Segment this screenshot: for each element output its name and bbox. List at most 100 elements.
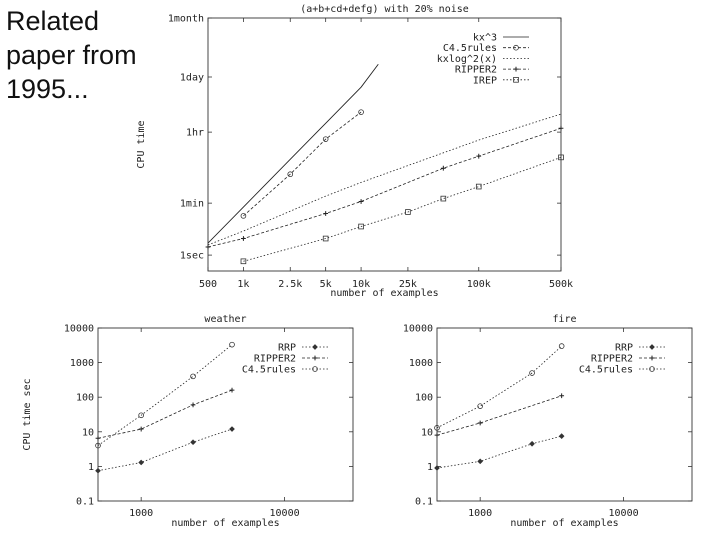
data-point (240, 213, 247, 219)
legend-label: RRP (278, 343, 296, 354)
legend-marker (649, 366, 655, 372)
series-line-rrp (98, 428, 233, 472)
x-tick-label: 5k (320, 279, 332, 290)
legend-label: RIPPER2 (455, 65, 497, 76)
y-tick-label: 10 (421, 427, 433, 438)
data-point (95, 442, 101, 449)
chart-title: (a+b+cd+defg) with 20% noise (300, 4, 469, 15)
data-point (558, 343, 565, 349)
caption-line-2: paper from (6, 40, 137, 70)
data-point (358, 199, 364, 204)
series-line-rrp (437, 435, 562, 469)
data-point (477, 420, 483, 426)
data-point (558, 433, 565, 439)
data-point (477, 403, 483, 409)
y-axis-label: CPU time (136, 120, 147, 168)
x-axis-label: number of examples (171, 518, 279, 529)
plot-frame-1 (207, 17, 562, 272)
legend-label: IREP (473, 75, 497, 86)
series-line-kx-3 (208, 63, 379, 244)
legend-marker (513, 66, 519, 72)
caption-line-1: Related (6, 6, 100, 36)
data-point (322, 136, 329, 142)
series-line-c4-5rules (243, 111, 362, 217)
legend-marker (513, 77, 519, 83)
data-point (559, 393, 565, 399)
data-point (440, 165, 446, 171)
y-tick-label: 0.1 (76, 497, 94, 508)
x-axis-label: number of examples (330, 288, 438, 299)
data-point (205, 244, 211, 250)
data-point (138, 426, 144, 432)
data-point (323, 211, 329, 216)
chart-title: fire (552, 314, 576, 325)
data-point (434, 432, 440, 438)
data-point (476, 153, 482, 159)
y-tick-label: 1hr (186, 128, 204, 139)
series-line-ripper2 (98, 389, 233, 439)
legend-marker (513, 44, 519, 51)
y-tick-label: 1month (168, 14, 204, 25)
data-point (529, 370, 535, 376)
legend-label: RIPPER2 (591, 354, 633, 365)
series-line-ripper2 (437, 395, 562, 436)
series-line-c4-5rules (437, 345, 562, 429)
x-tick-label: 1000 (129, 508, 153, 519)
series-line-c4-5rules (98, 344, 233, 446)
y-tick-label: 1day (180, 72, 204, 83)
y-tick-label: 10 (82, 427, 94, 438)
y-tick-label: 10000 (64, 324, 94, 335)
data-point (229, 426, 235, 432)
plot-frame-3 (436, 327, 693, 502)
legend-label: C4.5rules (242, 365, 296, 376)
data-point (558, 125, 564, 131)
y-tick-label: 1 (88, 462, 94, 473)
x-tick-label: 25k (399, 279, 417, 290)
data-point (529, 440, 535, 447)
data-point (477, 458, 483, 465)
x-tick-label: 500 (199, 279, 217, 290)
y-tick-label: 1 (427, 462, 433, 473)
data-point (358, 223, 364, 230)
data-point (190, 439, 196, 446)
caption-line-3: 1995... (6, 74, 89, 104)
chart-title: weather (204, 314, 246, 325)
data-point (287, 171, 294, 178)
x-tick-label: 10000 (609, 508, 639, 519)
legend-marker (649, 344, 655, 350)
data-point (95, 435, 101, 441)
legend-marker (312, 344, 318, 350)
slide-caption: Related paper from 1995... (6, 4, 137, 106)
x-tick-label: 100k (467, 279, 491, 290)
series-line-ripper2 (208, 127, 561, 248)
legend-label: RIPPER2 (254, 354, 296, 365)
y-axis-label: CPU time sec (22, 378, 33, 450)
plot-frame-2 (97, 327, 354, 502)
data-point (434, 425, 440, 431)
data-point (241, 236, 246, 241)
data-point (190, 373, 196, 380)
series-line-irep (243, 156, 561, 262)
legend-marker (312, 366, 318, 372)
data-point (229, 341, 235, 348)
data-point (138, 459, 144, 466)
data-point (434, 465, 440, 471)
data-point (558, 154, 564, 161)
y-tick-label: 0.1 (415, 497, 433, 508)
data-point (138, 412, 144, 419)
y-tick-label: 10000 (403, 324, 433, 335)
data-point (190, 402, 196, 408)
legend-label: C4.5rules (579, 365, 633, 376)
data-point (475, 183, 482, 190)
legend-marker (312, 355, 318, 361)
x-tick-label: 500k (549, 279, 573, 290)
x-axis-label: number of examples (510, 518, 618, 529)
series-line-kxlog-2-x- (208, 113, 561, 246)
data-point (358, 109, 364, 115)
y-tick-label: 1min (180, 199, 204, 210)
legend-label: kxlog^2(x) (437, 54, 497, 65)
legend-label: kx^3 (473, 33, 497, 44)
data-point (240, 258, 247, 265)
y-tick-label: 1sec (180, 251, 204, 262)
